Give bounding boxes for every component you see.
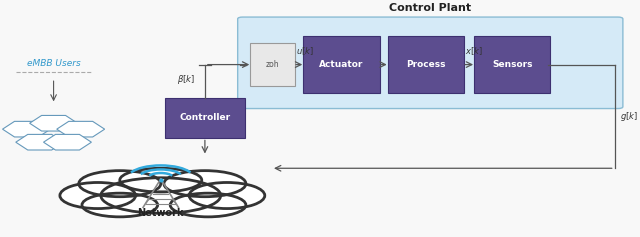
Ellipse shape — [101, 178, 221, 213]
FancyBboxPatch shape — [250, 43, 295, 86]
Text: $x[k]$: $x[k]$ — [465, 46, 483, 57]
Ellipse shape — [164, 171, 246, 197]
FancyBboxPatch shape — [303, 36, 380, 93]
Ellipse shape — [60, 182, 136, 209]
Text: Control Plant: Control Plant — [389, 3, 471, 13]
FancyBboxPatch shape — [165, 98, 244, 138]
Text: $u[k]$: $u[k]$ — [296, 46, 314, 57]
Text: $\beta[k]$: $\beta[k]$ — [177, 73, 195, 86]
FancyBboxPatch shape — [237, 17, 623, 109]
FancyBboxPatch shape — [474, 36, 550, 93]
Text: Sensors: Sensors — [492, 60, 532, 69]
FancyBboxPatch shape — [388, 36, 464, 93]
Text: zoh: zoh — [266, 60, 280, 69]
Text: Network: Network — [138, 208, 184, 218]
Text: $g[k]$: $g[k]$ — [620, 110, 637, 123]
Text: eMBB Users: eMBB Users — [27, 59, 81, 68]
Ellipse shape — [82, 193, 157, 217]
Ellipse shape — [170, 193, 246, 217]
Text: Process: Process — [406, 60, 445, 69]
Ellipse shape — [120, 168, 202, 192]
Text: Controller: Controller — [179, 114, 230, 122]
Ellipse shape — [79, 171, 161, 197]
Ellipse shape — [189, 182, 265, 209]
Text: Actuator: Actuator — [319, 60, 364, 69]
